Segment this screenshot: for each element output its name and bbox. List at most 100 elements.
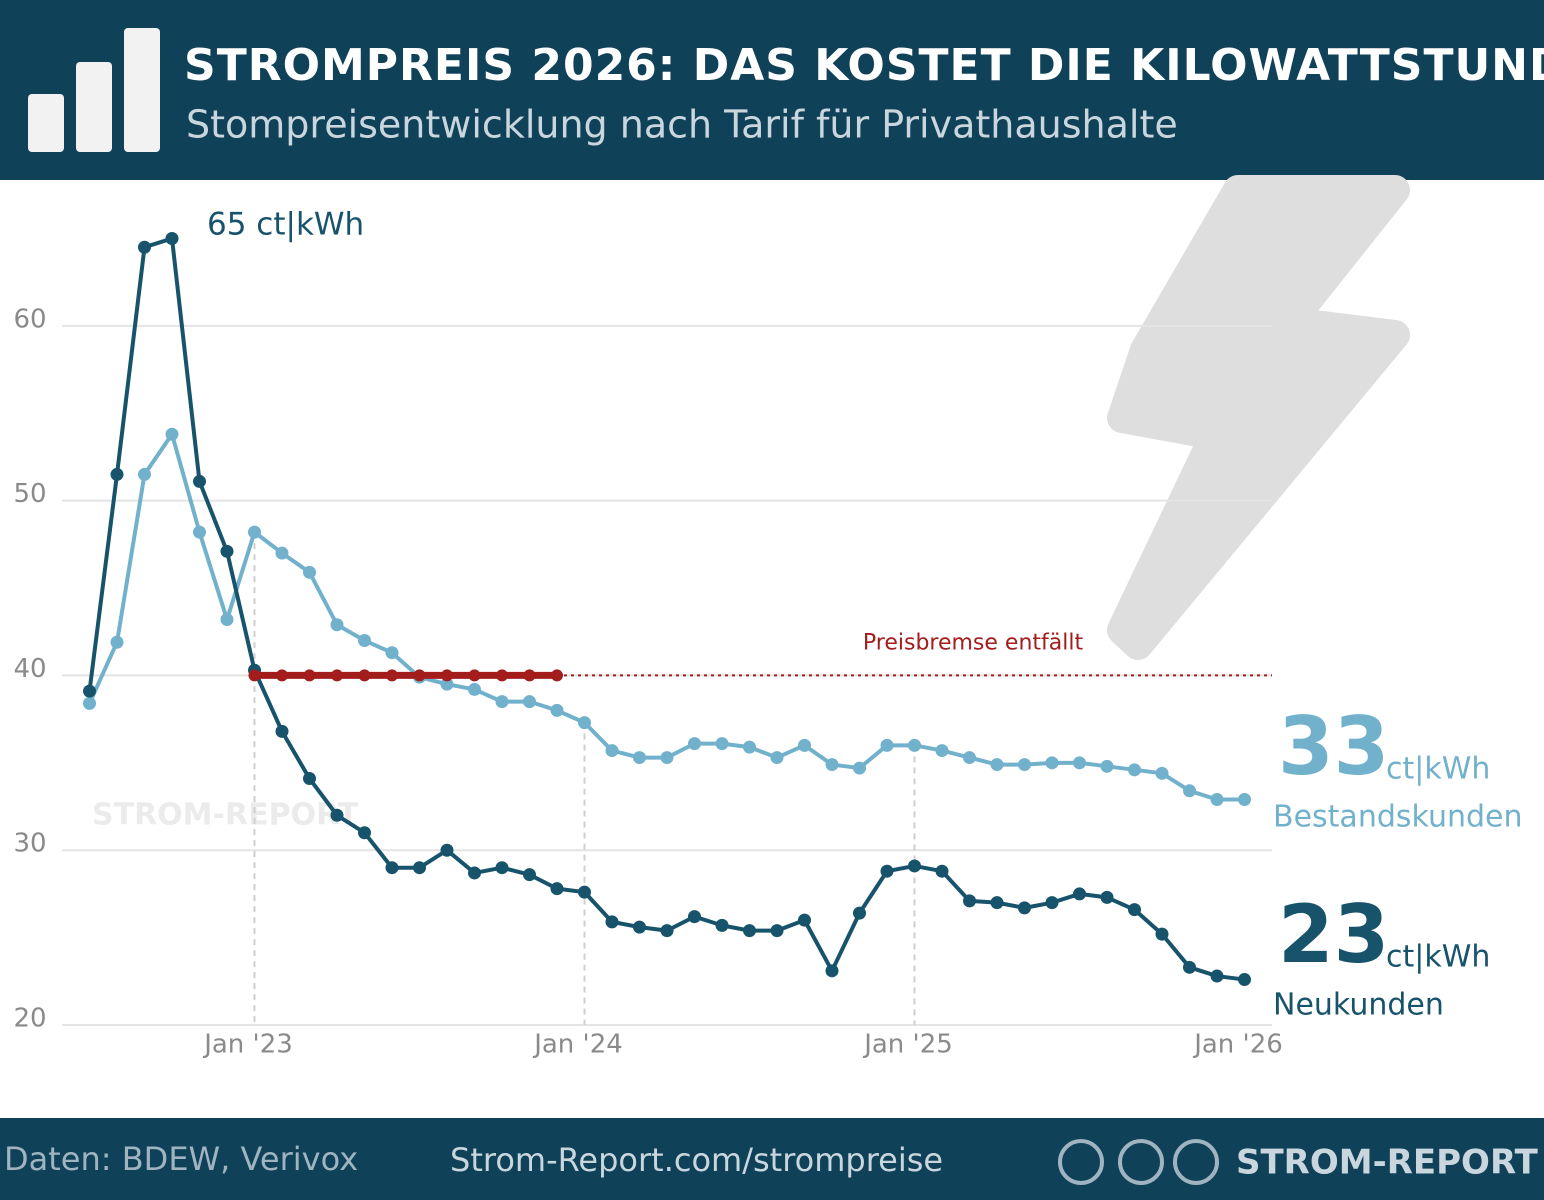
point [386, 669, 398, 682]
y-tick-label: 20 [13, 1004, 46, 1034]
point [880, 738, 894, 752]
point [413, 669, 426, 682]
point [193, 474, 206, 488]
point [825, 758, 839, 772]
point [770, 924, 784, 938]
point [990, 758, 1004, 772]
brand: STROM-REPORT [1236, 1143, 1539, 1183]
point [193, 525, 206, 539]
x-tick-label: Jan '24 [532, 1030, 623, 1060]
point [358, 633, 371, 647]
point [303, 669, 316, 682]
series-line [87, 236, 1245, 982]
point [440, 843, 454, 857]
header-bg [0, 0, 1544, 180]
point [330, 808, 344, 822]
point [1183, 960, 1196, 974]
point [633, 751, 646, 765]
point [110, 467, 124, 481]
point [220, 544, 234, 558]
point [688, 737, 701, 751]
point [908, 859, 921, 873]
point [413, 861, 426, 875]
point [798, 738, 811, 752]
point [715, 918, 729, 932]
point [578, 885, 591, 899]
url[interactable]: Strom-Report.com/strompreise [450, 1141, 943, 1179]
point [248, 525, 261, 539]
point [220, 613, 234, 627]
point [1100, 759, 1114, 773]
point [1073, 756, 1086, 770]
y-tick-label: 40 [13, 654, 46, 684]
point [578, 716, 591, 730]
lightning-icon [1107, 175, 1410, 660]
peak-label: 65 ct|kWh [207, 207, 364, 243]
point [770, 751, 784, 765]
point [1155, 766, 1169, 780]
source: Daten: BDEW, Verivox [4, 1140, 358, 1178]
point [605, 744, 619, 758]
title: STROMPREIS 2026: DAS KOSTET DIE KILOWATT… [184, 40, 1544, 91]
point [303, 772, 316, 786]
point [853, 761, 866, 775]
point [358, 669, 371, 682]
y-tick-label: 60 [13, 304, 46, 334]
y-tick-label: 30 [13, 829, 46, 859]
point [303, 565, 316, 579]
point [798, 913, 811, 927]
point [330, 618, 344, 632]
point [331, 669, 343, 682]
point [83, 684, 96, 698]
subtitle: Stompreisentwicklung nach Tarif für Priv… [186, 103, 1178, 147]
point [165, 427, 179, 441]
point [495, 695, 509, 709]
point [468, 669, 481, 682]
point [83, 696, 96, 710]
license-icons [1058, 1139, 1219, 1185]
point [743, 924, 756, 938]
point [935, 864, 949, 878]
point [1128, 763, 1141, 777]
footer-bg [0, 1118, 1544, 1200]
x-tick-label: Jan '23 [202, 1030, 293, 1060]
point [165, 231, 179, 245]
point [963, 894, 976, 908]
x-tick-label: Jan '25 [862, 1030, 953, 1060]
end-value: 23 [1278, 888, 1389, 981]
point [275, 724, 289, 738]
point [523, 868, 536, 882]
point [496, 669, 508, 682]
point [550, 703, 564, 717]
point [715, 737, 729, 751]
point [935, 744, 949, 758]
point [963, 751, 976, 765]
point [523, 669, 536, 682]
end-value: 33 [1278, 700, 1389, 793]
end-unit: ct|kWh [1386, 752, 1490, 787]
point [385, 646, 399, 660]
point [276, 669, 288, 682]
point [468, 682, 481, 696]
point [1045, 756, 1059, 770]
point [1018, 901, 1031, 915]
point [633, 920, 646, 934]
point [605, 915, 619, 929]
series-line [87, 432, 1245, 802]
point [1210, 793, 1224, 807]
point [908, 738, 921, 752]
point [1210, 969, 1224, 983]
point [990, 896, 1004, 910]
point [743, 740, 756, 754]
point [1018, 758, 1031, 772]
point [441, 669, 453, 682]
point [1045, 896, 1059, 910]
point [853, 906, 866, 920]
point [660, 924, 674, 938]
point [110, 635, 124, 649]
point [495, 861, 509, 875]
point [880, 864, 894, 878]
logo [28, 28, 160, 152]
point [358, 826, 371, 840]
